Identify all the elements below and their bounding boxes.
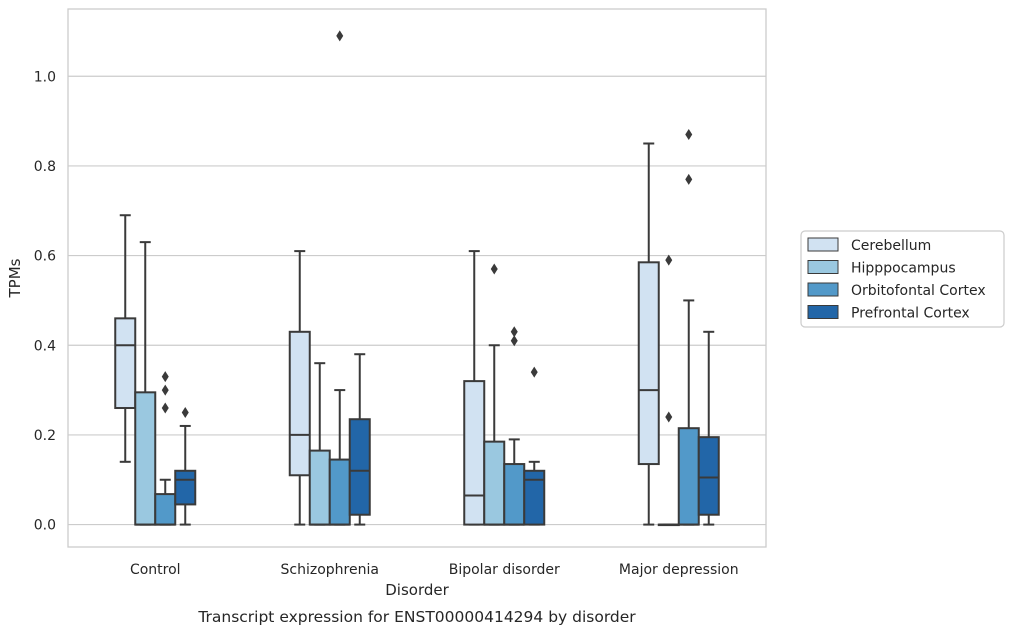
box-iqr	[134, 391, 157, 526]
x-tick-label: Bipolar disorder	[449, 562, 560, 578]
legend-label: Hipppocampus	[851, 261, 956, 277]
plot-frame	[67, 8, 767, 548]
y-axis-label: TPMs	[6, 258, 24, 298]
y-tick-label: 1.0	[34, 69, 56, 85]
box-orbitofontal-cortex	[154, 371, 177, 526]
legend: Cerebellum Hipppocampus Orbitofontal Corte…	[800, 230, 1005, 328]
box-hipppocampus	[308, 362, 331, 526]
box-iqr	[308, 449, 331, 526]
box-prefrontal-cortex	[523, 366, 546, 526]
box-prefrontal-cortex	[174, 407, 197, 526]
outlier-point	[665, 411, 673, 423]
outlier-point	[530, 366, 538, 378]
y-tick-label: 0.8	[34, 159, 56, 175]
box-cerebellum	[637, 142, 660, 526]
outlier-point	[665, 254, 673, 266]
box-cerebellum	[463, 250, 486, 526]
box-iqr	[114, 317, 137, 410]
box-iqr	[503, 463, 526, 526]
box-cerebellum	[288, 250, 311, 526]
y-tick-label: 0.6	[34, 249, 56, 265]
y-axis-ticks: 0.0 0.2 0.4 0.6 0.8 1.0	[34, 69, 56, 533]
box-hipppocampus	[134, 241, 157, 526]
chart-caption: Transcript expression for ENST0000041429…	[197, 608, 636, 626]
outlier-point	[490, 263, 498, 275]
y-tick-label: 0.0	[34, 518, 56, 534]
box-iqr	[697, 436, 720, 516]
outlier-point	[161, 402, 169, 414]
box-iqr	[677, 427, 700, 526]
box-iqr	[174, 469, 197, 506]
legend-swatch	[807, 260, 839, 274]
outlier-point	[685, 129, 693, 141]
x-axis-ticks: Control Schizophrenia Bipolar disorder Majo…	[130, 562, 739, 578]
y-tick-label: 0.2	[34, 428, 56, 444]
outlier-point	[510, 326, 518, 338]
box-iqr	[328, 458, 351, 526]
box-prefrontal-cortex	[348, 353, 371, 526]
box-hipppocampus	[657, 254, 680, 527]
legend-label: Prefrontal Cortex	[851, 306, 970, 322]
x-axis-label: Disorder	[385, 581, 449, 599]
legend-swatch	[807, 282, 839, 297]
box-hipppocampus	[483, 263, 506, 526]
legend-swatch	[807, 237, 839, 252]
box-iqr	[637, 261, 660, 466]
box-iqr	[463, 380, 486, 526]
x-tick-label: Schizophrenia	[281, 562, 379, 578]
box-groups	[114, 30, 720, 527]
outlier-point	[161, 384, 169, 396]
outlier-point	[510, 335, 518, 347]
box-orbitofontal-cortex	[328, 30, 351, 526]
box-iqr	[483, 440, 506, 526]
legend-swatch	[807, 305, 839, 319]
x-tick-label: Major depression	[619, 562, 739, 578]
outlier-point	[336, 30, 344, 42]
box-iqr	[348, 418, 371, 516]
outlier-point	[161, 371, 169, 383]
box-prefrontal-cortex	[697, 330, 720, 526]
x-tick-label: Control	[130, 562, 181, 578]
legend-label: Orbitofontal Cortex	[851, 283, 986, 299]
box-iqr	[154, 493, 177, 526]
box-cerebellum	[114, 214, 137, 463]
box-orbitofontal-cortex	[503, 326, 526, 526]
y-tick-label: 0.4	[34, 338, 56, 354]
legend-label: Cerebellum	[851, 238, 931, 254]
box-iqr	[523, 469, 546, 526]
box-orbitofontal-cortex	[677, 129, 700, 526]
outlier-point	[181, 407, 189, 418]
box-iqr	[288, 330, 311, 477]
gridlines	[68, 75, 766, 526]
legend-frame	[800, 230, 1005, 328]
outlier-point	[685, 173, 693, 185]
